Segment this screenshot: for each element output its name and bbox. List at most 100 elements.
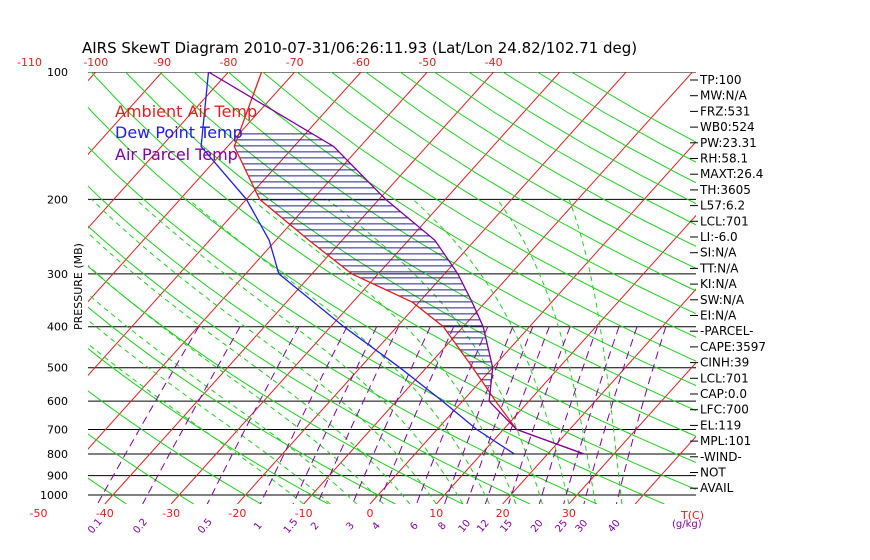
dry-adiabat-line	[159, 72, 696, 412]
dry-adiabat-line	[262, 72, 696, 338]
mixing-ratio-tick-label: 30	[574, 518, 591, 535]
series-air-parcel-temp	[208, 72, 585, 455]
dry-adiabat-line	[296, 72, 696, 315]
pressure-tick-label: 900	[47, 470, 68, 483]
mixing-ratio-tick-label: 0.5	[196, 517, 215, 536]
mixing-ratio-line	[615, 326, 667, 504]
top-temp-tick-label: -80	[219, 56, 237, 69]
index-label: LFC:700	[700, 403, 749, 417]
pressure-tick-label: 400	[47, 321, 68, 334]
dry-adiabat-line	[193, 72, 696, 387]
mixing-ratio-line	[142, 326, 241, 504]
mixing-ratio-unit: (g/kg)	[672, 519, 702, 530]
top-temp-tick-label: -100	[83, 56, 108, 69]
mixing-ratio-tick-label: 6	[408, 520, 421, 532]
dry-adiabat-line	[88, 146, 665, 504]
background-grid	[88, 72, 696, 504]
mixing-ratio-tick-label: 10	[457, 518, 474, 535]
bottom-temp-tick-label: 0	[367, 507, 374, 520]
moist-adiabat-line	[568, 199, 623, 504]
mixing-ratio-tick-label: 40	[606, 518, 623, 535]
dry-adiabat-line	[88, 185, 598, 504]
top-temp-tick-label: -70	[286, 56, 304, 69]
mixing-ratio-line	[466, 326, 534, 504]
mixing-ratio-tick-label: 4	[370, 520, 383, 532]
dry-adiabat-line	[88, 347, 329, 504]
mixing-ratio-tick-label: 12	[475, 518, 492, 535]
bottom-temp-tick-label: 10	[429, 507, 443, 520]
isotherm-line	[369, 141, 696, 504]
mixing-ratio-line	[316, 326, 399, 504]
index-label: PW:23.31	[700, 136, 757, 150]
index-label: AVAIL	[700, 481, 734, 495]
dry-adiabat-line	[88, 477, 127, 504]
index-label: TH:3605	[699, 183, 751, 197]
series-ambient-air-temp	[233, 72, 585, 455]
dry-adiabat-line	[330, 72, 696, 292]
legend-dew-point-temp: Dew Point Temp	[115, 123, 243, 142]
index-label: -WIND-	[700, 450, 742, 464]
index-label: SW:N/A	[700, 293, 745, 307]
dry-adiabat-line	[88, 390, 262, 504]
top-temp-tick-label: -50	[418, 56, 436, 69]
pressure-tick-label: 600	[47, 395, 68, 408]
mixing-ratio-line	[292, 326, 378, 504]
dry-adiabat-line	[88, 433, 195, 504]
moist-adiabat-line	[188, 198, 490, 504]
moist-adiabat-line	[496, 199, 596, 504]
index-label: MPL:101	[700, 434, 751, 448]
index-label: MAXT:26.4	[700, 167, 763, 181]
mixing-ratio-line	[259, 326, 348, 504]
isotherm-line	[568, 362, 696, 504]
pressure-tick-label: 1000	[40, 489, 68, 502]
pressure-tick-label: 200	[47, 193, 68, 206]
isotherm-line	[435, 214, 696, 504]
index-label: SI:N/A	[700, 246, 737, 260]
pressure-tick-label: 700	[47, 424, 68, 437]
mixing-ratio-line	[538, 326, 598, 504]
isotherm-line	[237, 72, 627, 504]
dry-adiabat-line	[228, 72, 696, 362]
pressure-tick-label: 100	[47, 66, 68, 79]
index-label: EL:119	[700, 418, 741, 432]
cape-hatching	[234, 133, 493, 393]
isotherm-line	[88, 72, 296, 303]
legend-air-parcel-temp: Air Parcel Temp	[115, 145, 238, 164]
moist-adiabat-line	[412, 198, 570, 504]
index-label: CAP:0.0	[700, 387, 747, 401]
dry-adiabat-line	[88, 265, 463, 504]
mixing-ratio-line	[416, 326, 489, 504]
dry-adiabat-line	[365, 72, 696, 269]
dry-adiabat-line	[88, 306, 396, 504]
moist-adiabat-line	[88, 293, 358, 504]
series-dew-point-temp	[200, 72, 515, 455]
moist-adiabat-line	[88, 264, 384, 504]
isotherm-line	[88, 72, 163, 156]
mixing-ratio-line	[378, 326, 455, 504]
index-label: CAPE:3597	[700, 340, 766, 354]
chart-title: AIRS SkewT Diagram 2010-07-31/06:26:11.9…	[82, 39, 637, 57]
dry-adiabat-line	[90, 72, 696, 464]
mixing-ratio-line	[508, 326, 571, 504]
isotherm-line	[502, 288, 696, 504]
index-label: LI:-6.0	[700, 230, 738, 244]
dry-adiabat-line	[88, 225, 531, 504]
moist-adiabat-line	[135, 198, 464, 504]
dry-adiabat-line	[399, 72, 696, 247]
moist-adiabat-line	[251, 198, 517, 504]
mixing-ratio-tick-label: 25	[553, 518, 570, 535]
index-label: TP:100	[699, 73, 742, 87]
pressure-tick-label: 800	[47, 448, 68, 461]
mixing-ratio-line	[206, 326, 300, 504]
index-label: WB0:524	[700, 120, 755, 134]
moist-adiabat-line	[91, 198, 437, 504]
index-label: -PARCEL-	[700, 324, 754, 338]
index-label: EI:N/A	[700, 309, 737, 323]
isotherm-line	[88, 72, 428, 450]
dry-adiabat-line	[125, 72, 696, 437]
sounding-profiles	[200, 72, 585, 455]
mixing-ratio-line	[563, 326, 620, 504]
index-label: TT:N/A	[699, 261, 739, 275]
